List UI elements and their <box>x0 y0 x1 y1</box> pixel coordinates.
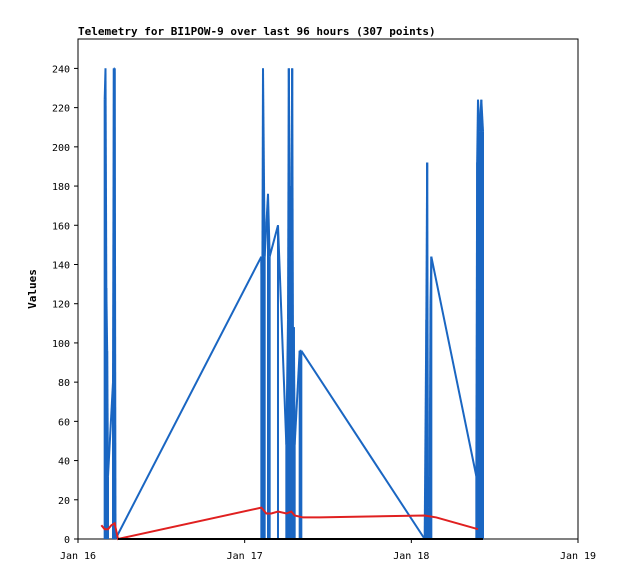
data-segment <box>430 256 478 477</box>
y-tick-label: 100 <box>52 339 70 350</box>
data-segment <box>480 99 484 132</box>
series-1 <box>100 506 479 541</box>
data-segment <box>107 382 114 477</box>
y-tick-label: 160 <box>52 221 70 232</box>
x-tick-label: Jan 18 <box>393 551 429 562</box>
data-segment <box>429 256 433 304</box>
x-tick-label: Jan 17 <box>227 551 263 562</box>
data-segment <box>113 68 117 540</box>
y-tick-label: 240 <box>52 64 70 75</box>
y-tick-label: 80 <box>58 378 70 389</box>
data-segment <box>267 193 271 257</box>
data-segment <box>287 68 291 194</box>
y-axis-ticks: 0 20 40 60 80 100 120 140 160 180 200 220 240 <box>52 64 78 546</box>
series-layer <box>100 67 484 541</box>
data-segment <box>427 476 431 508</box>
data-segment <box>291 68 294 351</box>
y-tick-label: 20 <box>58 496 70 507</box>
x-axis-ticks: Jan 16 Jan 17 Jan 18 Jan 19 <box>60 539 596 562</box>
y-tick-label: 220 <box>52 104 70 115</box>
data-segment <box>292 327 296 445</box>
data-segment <box>277 225 288 445</box>
data-segment <box>268 225 279 257</box>
y-tick-label: 120 <box>52 300 70 311</box>
plot-area <box>77 38 579 540</box>
x-tick-label: Jan 16 <box>60 551 96 562</box>
data-segment <box>300 350 426 540</box>
y-tick-label: 60 <box>58 417 70 428</box>
data-segment <box>114 256 263 540</box>
y-tick-label: 180 <box>52 182 70 193</box>
data-segment <box>285 319 289 445</box>
series-line <box>100 506 479 541</box>
data-segment <box>423 319 428 540</box>
data-segment <box>104 68 108 289</box>
y-tick-label: 40 <box>58 457 70 468</box>
series-0 <box>103 67 484 540</box>
y-tick-label: 140 <box>52 260 70 271</box>
y-tick-label: 0 <box>64 535 70 546</box>
y-axis-label: Values <box>26 269 39 309</box>
data-segment <box>426 162 429 508</box>
data-segment <box>105 288 109 351</box>
chart-title: Telemetry for BI1POW-9 over last 96 hour… <box>78 25 436 38</box>
data-segment <box>293 350 301 445</box>
y-tick-label: 200 <box>52 143 70 154</box>
data-segment <box>106 350 109 477</box>
data-segment <box>262 68 266 257</box>
x-tick-label: Jan 19 <box>560 551 596 562</box>
